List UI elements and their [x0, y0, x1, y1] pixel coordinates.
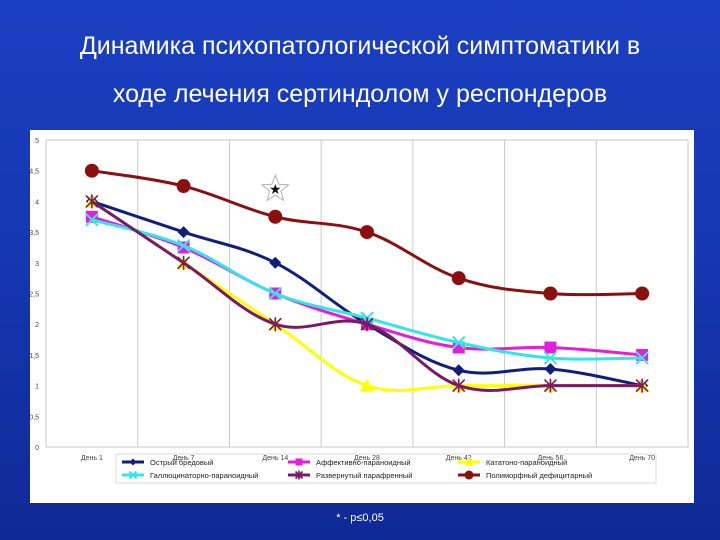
y-tick-label: 1,5 [30, 353, 39, 360]
y-tick-label: 4 [35, 199, 39, 206]
chart-svg: 0 0,5 1 1,5 2 2,5 3 3,5 4 4,5 5 День 1 День 7 День 14… [30, 138, 689, 484]
legend-marker [464, 457, 474, 466]
y-tick-label: 3 [35, 261, 39, 268]
x-tick-label: День 42 [446, 455, 472, 462]
data-point [635, 378, 649, 393]
data-point [360, 317, 374, 332]
title-line-2: ходе лечения сертиндолом у респондеров [112, 80, 608, 108]
legend-marker [464, 470, 474, 480]
data-point [452, 378, 466, 393]
legend-label: Полиморфный дефицитарный [486, 471, 592, 480]
data-point [543, 351, 558, 365]
y-tick-label: 4,5 [30, 169, 39, 176]
x-tick-label: День 70 [629, 455, 655, 462]
legend-marker [295, 458, 303, 466]
y-tick-label: 5 [35, 138, 39, 145]
data-point [176, 238, 191, 253]
x-tick-label: День 56 [537, 455, 563, 462]
data-point [544, 363, 557, 376]
significance-star: ★ [269, 182, 282, 198]
x-tick-label: День 1 [81, 455, 103, 462]
data-point [543, 286, 558, 301]
data-point [177, 226, 190, 239]
data-point [269, 256, 282, 269]
significance-star-outline [260, 173, 290, 202]
legend-label: Аффективно-параноидный [316, 458, 411, 467]
data-point [635, 351, 649, 365]
legend-label: Галлюцинаторно-параноидный [150, 471, 259, 480]
y-tick-label: 0 [35, 445, 39, 452]
data-point [85, 213, 99, 227]
data-point [268, 317, 282, 332]
data-point [85, 194, 99, 209]
y-tick-label: 0,5 [30, 414, 39, 421]
chart-area: 0 0,5 1 1,5 2 2,5 3 3,5 4 4,5 5 День 1 День 7 День 14… [30, 130, 694, 503]
data-point [360, 378, 374, 392]
data-point [544, 341, 557, 354]
y-tick-label: 3,5 [30, 230, 39, 237]
data-point [360, 225, 374, 240]
data-point [543, 378, 557, 393]
legend-label: Кататоно-параноидный [486, 458, 567, 467]
legend-label: Острый бредовый [150, 458, 213, 467]
y-tick-label: 2,5 [30, 292, 39, 299]
data-point [268, 209, 283, 224]
y-tick-label: 1 [35, 384, 39, 391]
legend-label: Развернутый парафренный [316, 471, 412, 480]
legend-marker [128, 470, 138, 480]
legend-box [115, 453, 657, 484]
data-point [635, 286, 650, 301]
legend-marker [294, 470, 304, 480]
data-point [268, 286, 282, 301]
data-point [177, 255, 191, 270]
footnote: * - p≤0,05 [336, 512, 384, 524]
x-tick-label: День 28 [354, 455, 380, 462]
x-tick-label: День 7 [173, 455, 195, 462]
x-tick-label: День 14 [262, 455, 288, 462]
slide-title: Динамика психопатологической симптоматик… [0, 22, 720, 118]
y-tick-label: 2 [35, 322, 39, 329]
data-point [176, 179, 191, 194]
title-line-1: Динамика психопатологической симптоматик… [79, 32, 641, 60]
legend-marker [129, 458, 137, 466]
data-point [84, 163, 99, 178]
data-point [452, 364, 465, 377]
data-point [451, 271, 466, 286]
data-point [452, 335, 466, 350]
